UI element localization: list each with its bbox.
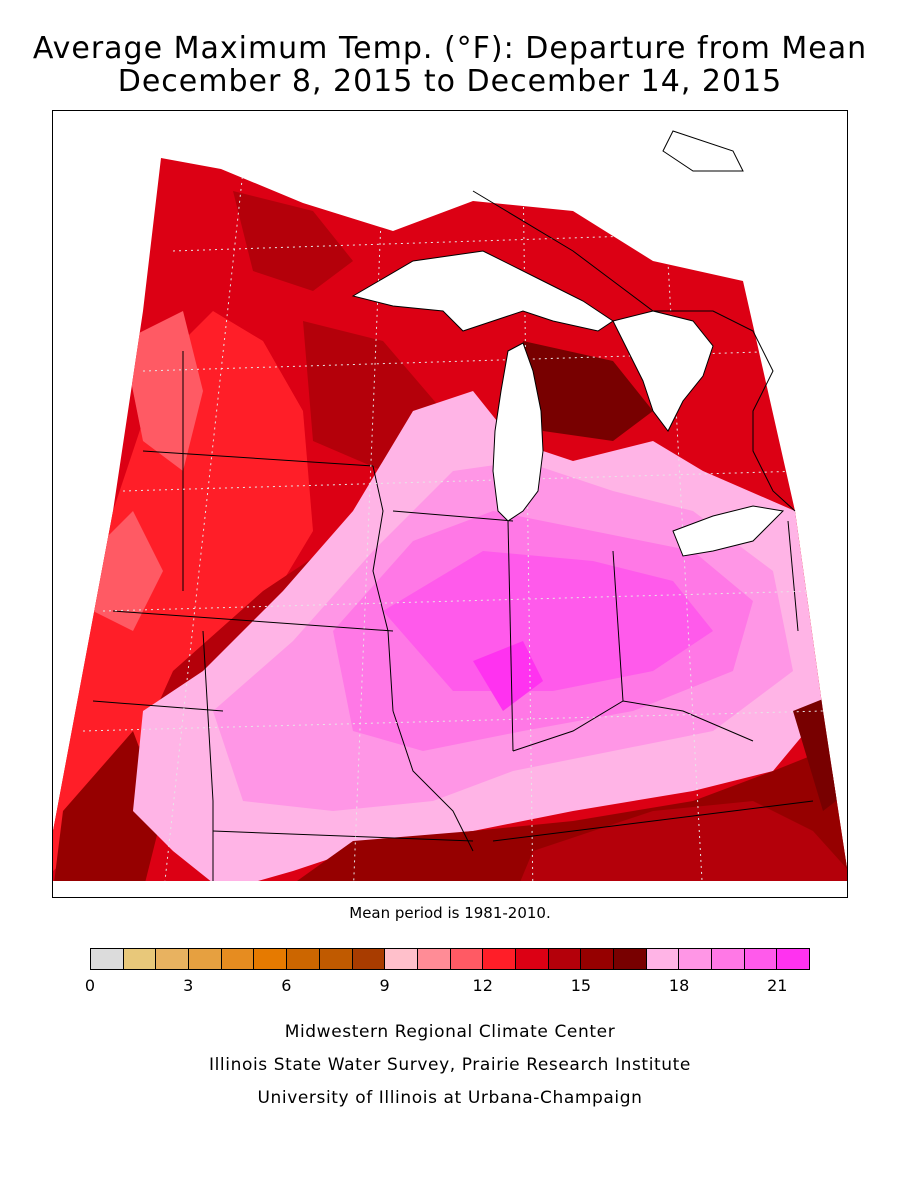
legend-swatch	[679, 949, 713, 969]
zone-14-north	[233, 191, 353, 291]
legend-swatch	[254, 949, 288, 969]
zone-14-south	[513, 801, 847, 881]
legend-swatch	[123, 949, 157, 969]
lake-nipigon	[662, 130, 744, 172]
state-boundaries	[92, 351, 814, 881]
legend-tick-label: 3	[183, 976, 194, 995]
mean-period-note: Mean period is 1981-2010.	[349, 904, 551, 922]
legend-swatch	[581, 949, 614, 969]
temperature-departure-map	[52, 110, 848, 898]
legend-swatch	[319, 949, 353, 969]
legend-ticks: 0 3 6 9 12 15 18 21	[85, 976, 810, 998]
legend-tick-label: 15	[570, 976, 592, 995]
color-legend	[90, 948, 810, 970]
map-date-range: December 8, 2015 to December 14, 2015	[117, 64, 783, 99]
legend-swatch	[777, 949, 810, 969]
lake-erie	[672, 505, 785, 557]
legend-tick-label: 0	[84, 976, 96, 995]
legend-tick-label: 9	[379, 976, 390, 995]
lake-superior	[351, 250, 614, 332]
legend-swatch	[712, 949, 745, 969]
lake-huron	[612, 310, 714, 432]
zone-20-center	[383, 551, 713, 691]
legend-tick-label: 12	[472, 976, 493, 995]
legend-swatch	[189, 949, 222, 969]
zone-11-sd	[93, 511, 163, 631]
legend-swatch	[483, 949, 516, 969]
lake-michigan	[492, 342, 544, 522]
legend-swatch	[287, 949, 320, 969]
legend-tick-label: 21	[767, 976, 788, 995]
legend-swatch	[221, 949, 255, 969]
legend-tick-label: 6	[281, 976, 292, 995]
zone-16-mi	[523, 341, 653, 441]
legend-swatch	[646, 949, 680, 969]
legend-swatch	[548, 949, 582, 969]
zone-21-center	[473, 641, 543, 711]
canada-border	[472, 190, 796, 512]
great-lakes	[351, 130, 785, 557]
legend-swatch	[744, 949, 778, 969]
map-domain	[53, 158, 847, 881]
zone-15-sw	[53, 731, 163, 881]
credit-uiuc: University of Illinois at Urbana-Champai…	[257, 1088, 643, 1108]
legend-swatch	[417, 949, 451, 969]
map-title: Average Maximum Temp. (°F): Departure fr…	[32, 31, 868, 66]
legend-swatch	[352, 949, 386, 969]
credit-mrcc: Midwestern Regional Climate Center	[284, 1022, 616, 1042]
legend-swatch	[156, 949, 190, 969]
legend-swatch	[614, 949, 647, 969]
legend-swatch	[450, 949, 484, 969]
legend-swatch	[385, 949, 418, 969]
credit-isws: Illinois State Water Survey, Prairie Res…	[209, 1055, 691, 1075]
legend-swatch	[515, 949, 549, 969]
legend-swatch	[91, 949, 124, 969]
legend-tick-label: 18	[668, 976, 690, 995]
